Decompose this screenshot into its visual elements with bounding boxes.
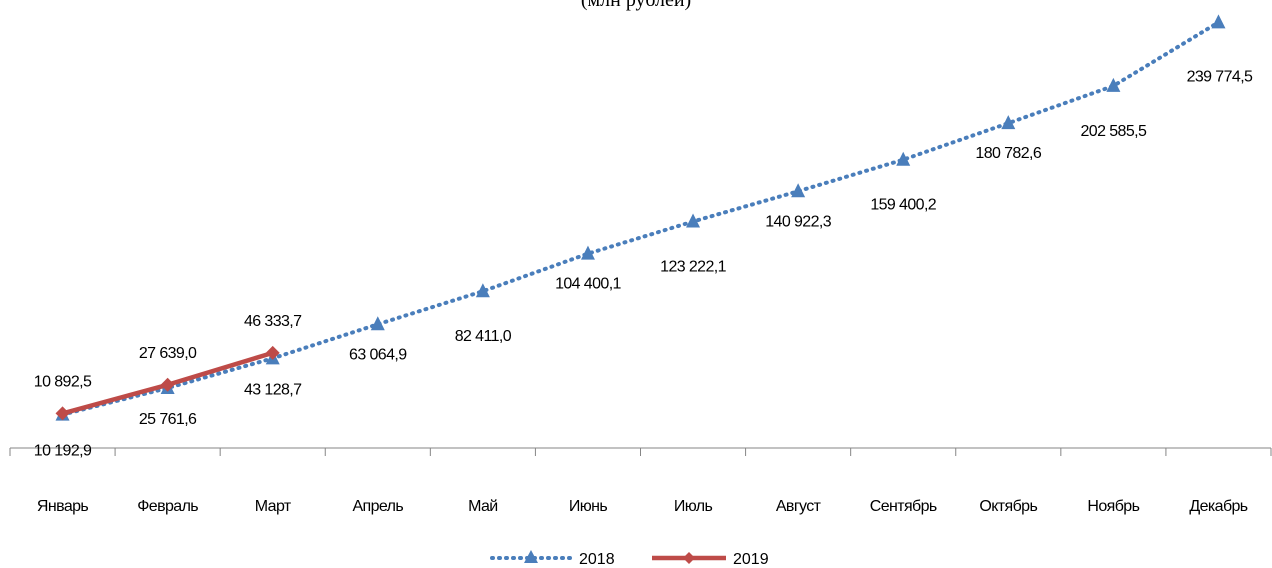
data-label-2019: 46 333,7 [244, 313, 302, 330]
x-tick-label: Июль [674, 498, 713, 515]
data-labels-2018: 10 192,9 25 761,6 43 128,7 63 064,9 82 411,0… [34, 68, 1254, 460]
data-label-2018: 180 782,6 [975, 145, 1041, 162]
data-label-2018: 239 774,5 [1187, 68, 1253, 85]
x-axis-labels: Январь Февраль Март Апрель Май Июнь Июль Август… [37, 498, 1248, 515]
x-tick-label: Декабрь [1189, 498, 1247, 515]
series-2019 [55, 345, 280, 421]
line-2018 [60, 20, 1221, 417]
point-2018 [1001, 115, 1016, 130]
x-tick-label: Март [255, 498, 292, 515]
x-tick-label: Август [776, 498, 822, 515]
point-2018 [686, 213, 701, 228]
point-2018 [580, 245, 595, 260]
x-tick-label: Июнь [569, 498, 608, 515]
legend: 2018 2019 [490, 550, 769, 568]
data-label-2018: 104 400,1 [555, 276, 621, 293]
legend-label-2019: 2019 [733, 551, 769, 568]
point-2018 [791, 183, 806, 198]
point-2018 [896, 151, 911, 166]
point-2019 [265, 345, 280, 360]
legend-label-2018: 2018 [579, 551, 615, 568]
data-label-2018: 43 128,7 [244, 381, 302, 398]
data-label-2018: 140 922,3 [765, 213, 831, 230]
legend-marker-2019 [683, 552, 695, 564]
point-2019 [160, 377, 175, 392]
x-tick-label: Январь [37, 498, 89, 515]
data-label-2018: 10 192,9 [34, 443, 92, 460]
legend-item-2019: 2019 [652, 551, 769, 568]
data-label-2018: 123 222,1 [660, 258, 726, 275]
data-label-2018: 25 761,6 [139, 411, 197, 428]
data-label-2018: 63 064,9 [349, 346, 407, 363]
x-tick-label: Апрель [352, 498, 403, 515]
data-label-2018: 159 400,2 [870, 197, 936, 214]
legend-item-2018: 2018 [490, 550, 615, 568]
series-2018 [55, 14, 1226, 421]
data-label-2019: 10 892,5 [34, 373, 92, 390]
data-label-2018: 202 585,5 [1080, 123, 1146, 140]
point-2018 [1211, 14, 1226, 29]
data-labels-2019: 10 892,5 27 639,0 46 333,7 [34, 313, 303, 391]
x-tick-label: Октябрь [979, 498, 1037, 515]
point-2018 [1106, 77, 1121, 92]
point-2018 [475, 283, 490, 298]
point-2018 [370, 316, 385, 331]
legend-marker-2018 [524, 550, 538, 563]
x-tick-label: Май [468, 498, 498, 515]
chart-subtitle: (млн рублей) [581, 0, 691, 11]
x-axis-ticks [9, 448, 1272, 456]
data-label-2019: 27 639,0 [139, 345, 197, 362]
data-label-2018: 82 411,0 [455, 328, 512, 345]
x-tick-label: Февраль [137, 498, 198, 515]
x-tick-label: Сентябрь [870, 498, 937, 515]
x-tick-label: Ноябрь [1087, 498, 1139, 515]
point-2019 [55, 406, 70, 421]
